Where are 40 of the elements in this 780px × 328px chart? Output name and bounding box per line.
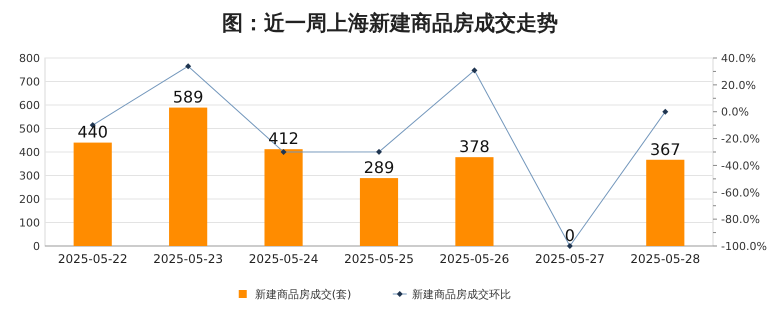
x-tick-label: 2025-05-26	[440, 252, 510, 266]
y-tick-label: 500	[19, 122, 40, 136]
x-tick-label: 2025-05-23	[153, 252, 224, 266]
y-tick-label: 600	[19, 99, 40, 112]
y-tick-label: 100	[19, 216, 40, 230]
x-tick-label: 2025-05-25	[344, 252, 414, 266]
data-label: 412	[268, 129, 299, 148]
chart-title: 图：近一周上海新建商品房成交走势	[222, 11, 558, 35]
bar	[360, 178, 398, 246]
y-tick-label: 400	[19, 146, 40, 159]
bar	[74, 142, 112, 246]
y-tick-label: 200	[19, 193, 40, 206]
bar	[169, 108, 208, 246]
data-label: 0	[564, 226, 575, 245]
legend-label: 新建商品房成交环比	[412, 288, 511, 301]
y2-tick-label: -60.0%	[721, 186, 760, 200]
data-label: 440	[77, 122, 108, 142]
bar	[646, 160, 684, 246]
y2-tick-label: -40.0%	[721, 159, 760, 172]
y2-tick-label: -20.0%	[721, 132, 760, 146]
legend-label: 新建商品房成交(套)	[254, 288, 352, 301]
y2-tick-label: -80.0%	[721, 213, 760, 226]
y-tick-label: 700	[19, 76, 40, 88]
x-tick-label: 2025-05-22	[58, 252, 128, 266]
y-tick-label: 0	[33, 240, 40, 253]
y2-tick-label: 40.0%	[721, 52, 756, 65]
y-tick-label: 800	[19, 52, 40, 65]
y2-tick-label: -100.0%	[721, 240, 767, 253]
y2-tick-label: 20.0%	[721, 78, 756, 92]
data-label: 289	[364, 158, 394, 178]
data-label: 367	[650, 140, 681, 159]
data-label: 378	[459, 137, 490, 156]
y-tick-label: 300	[19, 170, 40, 182]
x-tick-label: 2025-05-28	[630, 252, 700, 266]
x-tick-label: 2025-05-24	[248, 252, 318, 266]
x-tick-label: 2025-05-27	[534, 252, 605, 266]
bar	[455, 157, 494, 246]
data-label: 589	[172, 88, 204, 107]
y2-tick-label: 0.0%	[721, 106, 749, 119]
bar	[264, 149, 303, 246]
